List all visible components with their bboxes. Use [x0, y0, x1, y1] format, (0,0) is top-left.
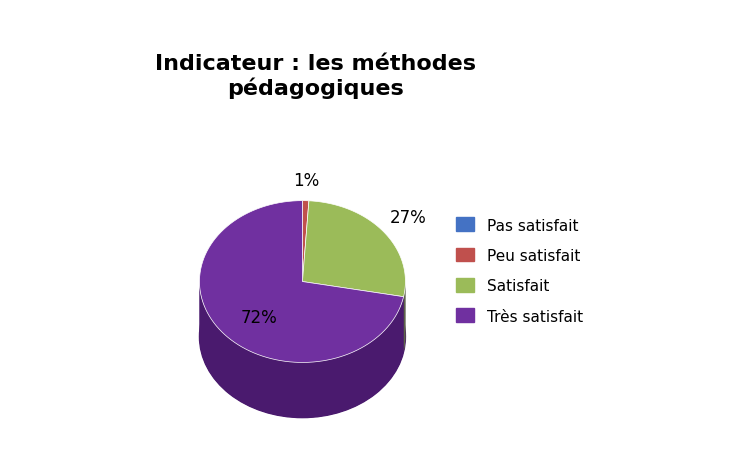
Polygon shape: [399, 308, 400, 366]
Legend: Pas satisfait, Peu satisfait, Satisfait, Très satisfait: Pas satisfait, Peu satisfait, Satisfait,…: [450, 212, 589, 330]
Polygon shape: [372, 339, 375, 396]
Polygon shape: [365, 344, 368, 401]
Polygon shape: [202, 299, 203, 358]
Polygon shape: [402, 297, 404, 356]
Polygon shape: [267, 358, 271, 414]
Text: 1%: 1%: [293, 172, 320, 190]
Polygon shape: [341, 355, 344, 412]
Polygon shape: [332, 358, 336, 414]
Polygon shape: [276, 360, 280, 416]
Polygon shape: [199, 282, 405, 418]
Polygon shape: [285, 361, 290, 417]
Polygon shape: [271, 359, 276, 415]
Polygon shape: [280, 361, 285, 417]
Polygon shape: [387, 324, 390, 382]
Polygon shape: [199, 201, 404, 363]
Polygon shape: [254, 353, 258, 410]
Polygon shape: [317, 361, 323, 417]
Polygon shape: [302, 201, 309, 282]
Polygon shape: [368, 341, 372, 399]
Polygon shape: [327, 359, 332, 415]
Polygon shape: [313, 362, 317, 417]
Text: 27%: 27%: [390, 209, 426, 226]
Polygon shape: [302, 201, 405, 297]
Polygon shape: [294, 363, 299, 418]
Text: Indicateur : les méthodes
pédagogiques: Indicateur : les méthodes pédagogiques: [156, 54, 476, 99]
Polygon shape: [382, 331, 385, 388]
Polygon shape: [214, 323, 216, 381]
Polygon shape: [395, 315, 396, 373]
Polygon shape: [390, 321, 393, 379]
Polygon shape: [396, 311, 399, 370]
Polygon shape: [353, 350, 357, 407]
Polygon shape: [204, 306, 205, 364]
Polygon shape: [349, 352, 353, 409]
Polygon shape: [216, 326, 219, 384]
Polygon shape: [211, 320, 214, 378]
Polygon shape: [238, 345, 242, 402]
Polygon shape: [231, 340, 235, 398]
Polygon shape: [290, 362, 294, 418]
Polygon shape: [203, 303, 204, 361]
Polygon shape: [242, 347, 246, 405]
Polygon shape: [205, 309, 208, 368]
Polygon shape: [304, 363, 308, 418]
Polygon shape: [379, 333, 382, 391]
Polygon shape: [208, 313, 209, 371]
Polygon shape: [357, 348, 361, 405]
Polygon shape: [361, 346, 365, 403]
Polygon shape: [336, 357, 341, 413]
Polygon shape: [250, 351, 254, 408]
Polygon shape: [393, 318, 395, 376]
Polygon shape: [209, 316, 211, 375]
Polygon shape: [258, 355, 262, 411]
Polygon shape: [201, 295, 202, 354]
Ellipse shape: [199, 256, 405, 418]
Text: 72%: 72%: [241, 308, 277, 327]
Polygon shape: [225, 335, 228, 392]
Polygon shape: [222, 332, 225, 390]
Polygon shape: [400, 304, 402, 363]
Polygon shape: [219, 329, 222, 387]
Polygon shape: [344, 354, 349, 410]
Polygon shape: [375, 336, 379, 394]
Polygon shape: [228, 337, 231, 395]
Polygon shape: [246, 350, 250, 406]
Polygon shape: [323, 360, 327, 416]
Polygon shape: [262, 356, 267, 413]
Polygon shape: [235, 343, 238, 400]
Polygon shape: [385, 327, 387, 386]
Polygon shape: [299, 363, 304, 418]
Polygon shape: [308, 362, 313, 418]
